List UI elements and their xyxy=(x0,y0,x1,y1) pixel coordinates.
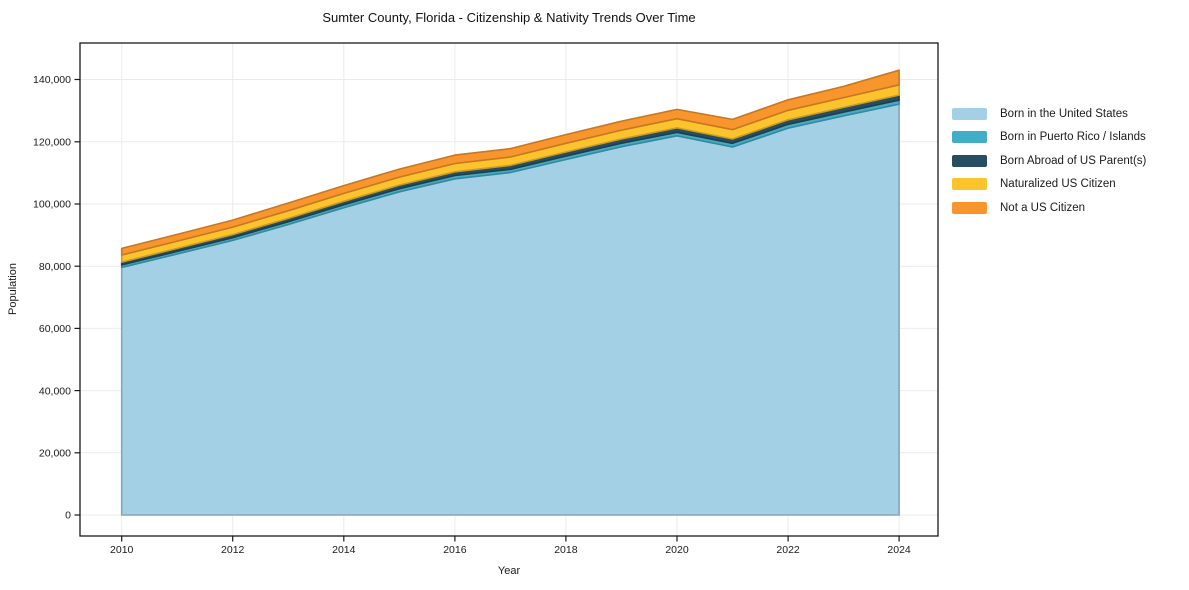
x-tick-label: 2016 xyxy=(443,544,467,556)
x-tick-label: 2014 xyxy=(332,544,356,556)
y-tick-label: 0 xyxy=(65,510,71,522)
stacked-areas xyxy=(120,69,900,516)
x-tick-label: 2012 xyxy=(221,544,245,556)
legend-swatch-born-abroad-us-parents xyxy=(952,154,987,167)
x-tick-label: 2010 xyxy=(110,544,134,556)
legend-swatch-not-us-citizen xyxy=(952,201,987,214)
y-ticks: 0 20,000 40,000 60,000 80,000 100,000 120,000 1… xyxy=(33,74,80,522)
legend-label-not-us-citizen: Not a US Citizen xyxy=(1000,201,1086,214)
legend-label-born-abroad-us-parents: Born Abroad of US Parent(s) xyxy=(1000,154,1147,167)
legend-item-not-us-citizen: Not a US Citizen xyxy=(952,196,1146,220)
x-ticks: 2010 2012 2014 2016 2018 2020 2022 2024 xyxy=(110,536,911,556)
x-tick-label: 2020 xyxy=(665,544,689,556)
chart-title: Sumter County, Florida - Citizenship & N… xyxy=(322,10,696,25)
y-tick-label: 20,000 xyxy=(39,448,71,460)
x-tick-label: 2024 xyxy=(887,544,911,556)
legend-swatch-born-in-us xyxy=(952,107,987,120)
legend: Born in the United States Born in Puerto… xyxy=(952,102,1146,220)
y-axis-label: Population xyxy=(7,263,19,315)
y-tick-label: 60,000 xyxy=(39,323,71,335)
y-tick-label: 80,000 xyxy=(39,261,71,273)
legend-swatch-naturalized-citizen xyxy=(952,178,987,191)
legend-item-born-abroad-us-parents: Born Abroad of US Parent(s) xyxy=(952,149,1146,173)
legend-label-naturalized-citizen: Naturalized US Citizen xyxy=(1000,178,1116,191)
legend-label-born-puerto-rico-islands: Born in Puerto Rico / Islands xyxy=(1000,131,1146,144)
y-tick-label: 40,000 xyxy=(39,385,71,397)
legend-label-born-in-us: Born in the United States xyxy=(1000,107,1128,120)
plot-frame xyxy=(79,42,939,537)
x-tick-label: 2022 xyxy=(776,544,800,556)
legend-item-born-in-us: Born in the United States xyxy=(952,102,1146,126)
legend-item-naturalized-citizen: Naturalized US Citizen xyxy=(952,173,1146,197)
y-tick-label: 140,000 xyxy=(33,74,71,86)
y-tick-label: 100,000 xyxy=(33,199,71,211)
area-not-us-citizen xyxy=(120,69,900,256)
y-tick-label: 120,000 xyxy=(33,137,71,149)
x-axis-label: Year xyxy=(497,565,521,577)
legend-item-born-puerto-rico-islands: Born in Puerto Rico / Islands xyxy=(952,126,1146,150)
x-tick-label: 2018 xyxy=(554,544,578,556)
legend-swatch-born-puerto-rico-islands xyxy=(952,131,987,144)
